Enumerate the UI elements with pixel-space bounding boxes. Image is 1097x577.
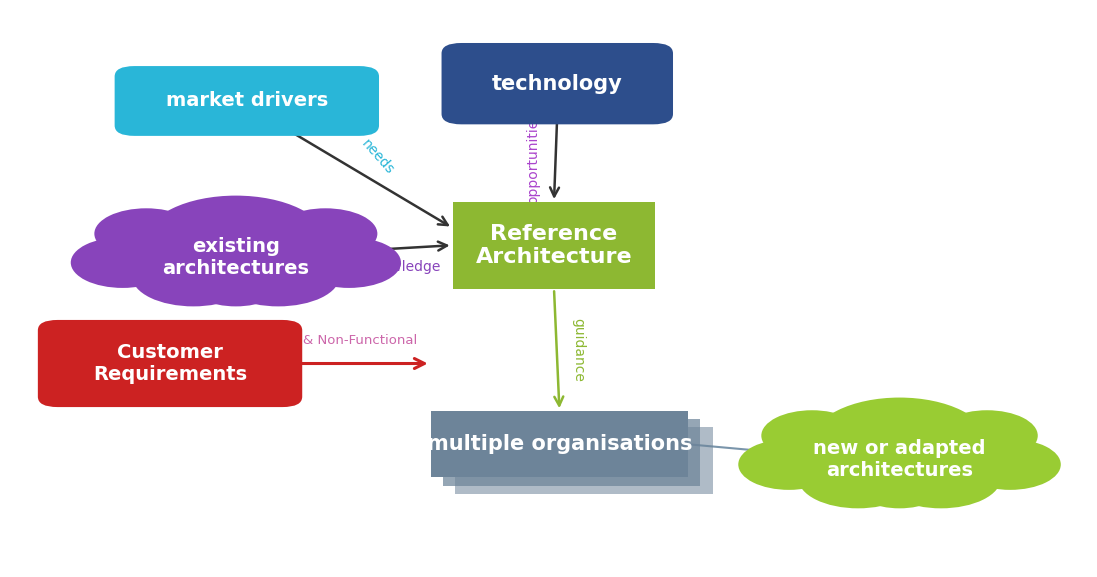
Ellipse shape	[99, 213, 231, 278]
FancyBboxPatch shape	[441, 43, 672, 125]
Text: new or adapted
architectures: new or adapted architectures	[813, 439, 986, 481]
Ellipse shape	[799, 448, 918, 508]
Ellipse shape	[738, 439, 839, 490]
Text: Customer
Requirements: Customer Requirements	[93, 343, 247, 384]
FancyBboxPatch shape	[430, 411, 689, 478]
Ellipse shape	[881, 448, 1000, 508]
Text: knowledge: knowledge	[365, 260, 441, 274]
Text: opportunities: opportunities	[527, 112, 540, 204]
Ellipse shape	[937, 410, 1038, 461]
Ellipse shape	[853, 462, 946, 508]
Ellipse shape	[766, 415, 895, 479]
Ellipse shape	[132, 246, 255, 306]
Text: Reference
Architecture: Reference Architecture	[476, 224, 632, 267]
Text: Functional & Non-Functional: Functional & Non-Functional	[230, 334, 417, 347]
Ellipse shape	[217, 246, 340, 306]
FancyBboxPatch shape	[452, 202, 655, 288]
Ellipse shape	[812, 398, 987, 485]
FancyBboxPatch shape	[443, 419, 701, 486]
Text: existing
architectures: existing architectures	[162, 237, 309, 279]
Ellipse shape	[297, 237, 400, 288]
FancyBboxPatch shape	[455, 427, 713, 493]
Text: multiple organisations: multiple organisations	[427, 434, 692, 454]
Ellipse shape	[273, 208, 377, 259]
Ellipse shape	[960, 439, 1061, 490]
Ellipse shape	[94, 208, 199, 259]
Ellipse shape	[904, 415, 1033, 479]
Ellipse shape	[761, 410, 862, 461]
FancyBboxPatch shape	[115, 66, 380, 136]
Ellipse shape	[146, 196, 326, 283]
Ellipse shape	[240, 213, 373, 278]
Ellipse shape	[189, 260, 283, 306]
Text: guidance: guidance	[572, 318, 585, 382]
Ellipse shape	[70, 237, 174, 288]
FancyBboxPatch shape	[37, 320, 302, 407]
Text: needs: needs	[359, 136, 397, 177]
Text: market drivers: market drivers	[166, 92, 328, 110]
Text: technology: technology	[491, 74, 623, 93]
